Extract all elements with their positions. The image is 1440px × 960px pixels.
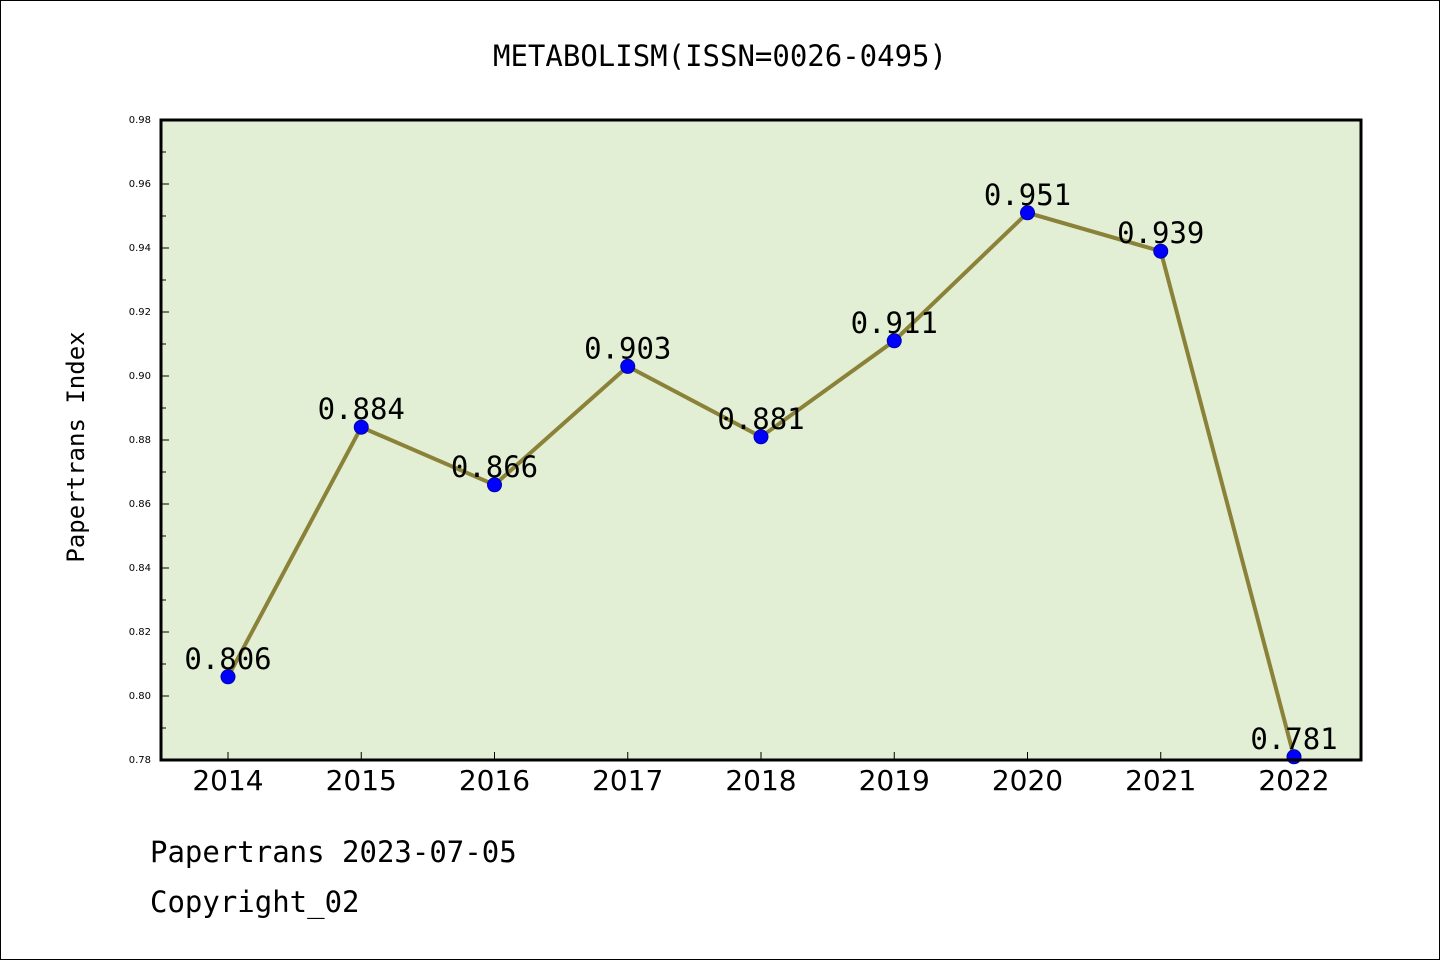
data-label: 0.951	[984, 178, 1071, 212]
y-tick-label: 0.84	[129, 563, 151, 574]
data-point	[1020, 205, 1035, 221]
data-label: 0.781	[1250, 722, 1337, 756]
data-label: 0.939	[1117, 216, 1204, 250]
x-tick-label: 2018	[725, 764, 796, 797]
x-tick-label: 2014	[192, 764, 263, 797]
x-tick-label: 2015	[326, 764, 397, 797]
data-labels: 0.806 0.884 0.866 0.903 0.881 0.911 0.951 0.939…	[184, 178, 1337, 756]
y-tick-label: 0.96	[129, 179, 151, 190]
x-tick-label: 2022	[1258, 764, 1329, 797]
x-tick-label: 2021	[1125, 764, 1196, 797]
y-tick-label: 0.88	[129, 435, 151, 446]
data-point	[353, 419, 369, 435]
data-markers	[220, 205, 1302, 765]
footer-copyright: Copyright_02	[150, 885, 360, 919]
x-tick-label: 2020	[992, 764, 1063, 797]
plot-border	[159, 118, 1363, 762]
x-axis: 2014 2015 2016 2017 2018 2019 2020 2021 2022	[192, 752, 1330, 797]
data-point	[886, 333, 902, 349]
y-tick-label: 0.78	[129, 755, 151, 766]
data-label: 0.881	[717, 402, 804, 436]
chart-title: METABOLISM(ISSN=0026-0495)	[493, 39, 947, 73]
data-point	[753, 429, 769, 445]
y-tick-label: 0.90	[129, 371, 151, 382]
y-axis-label: Papertrans Index	[62, 331, 90, 562]
data-point	[620, 358, 636, 374]
data-label: 0.884	[318, 392, 405, 426]
y-tick-label: 0.98	[129, 115, 151, 126]
x-tick-label: 2019	[859, 764, 930, 797]
data-label: 0.911	[851, 306, 938, 340]
data-point	[1153, 243, 1169, 259]
y-tick-label: 0.82	[129, 627, 151, 638]
y-tick-label: 0.80	[129, 691, 151, 702]
data-label: 0.806	[184, 642, 271, 676]
data-label: 0.866	[451, 450, 538, 484]
data-point	[487, 477, 502, 493]
y-tick-label: 0.94	[129, 243, 151, 254]
y-tick-label: 0.86	[129, 499, 151, 510]
data-point	[220, 669, 236, 685]
y-tick-label: 0.92	[129, 307, 151, 318]
data-label: 0.903	[584, 331, 671, 365]
x-tick-label: 2016	[459, 764, 530, 797]
footer-date: Papertrans 2023-07-05	[150, 835, 517, 869]
x-tick-label: 2017	[592, 764, 663, 797]
